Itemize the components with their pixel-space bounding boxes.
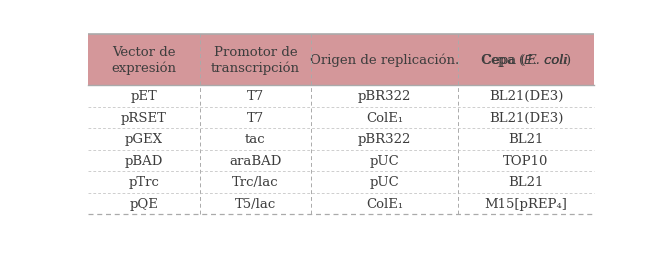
- Bar: [458, 129, 594, 150]
- Text: Cepa (: Cepa (: [482, 54, 526, 67]
- Text: Promotor de
transcripción: Promotor de transcripción: [211, 46, 300, 74]
- Bar: [458, 150, 594, 171]
- Text: Origen de replicación.: Origen de replicación.: [310, 53, 459, 67]
- Text: T7: T7: [246, 111, 264, 124]
- Bar: [200, 150, 311, 171]
- Bar: [458, 107, 594, 129]
- Text: pRSET: pRSET: [121, 111, 167, 124]
- Text: Cepa ($\it{E.\ coli}$): Cepa ($\it{E.\ coli}$): [480, 52, 572, 69]
- Bar: [89, 150, 200, 171]
- Bar: [311, 86, 458, 107]
- Bar: [200, 171, 311, 193]
- Bar: [89, 193, 200, 214]
- Text: pBR322: pBR322: [358, 90, 411, 103]
- Bar: [200, 34, 311, 86]
- Text: tac: tac: [245, 133, 266, 146]
- Bar: [89, 86, 200, 107]
- Text: BL21: BL21: [508, 176, 543, 189]
- Text: pGEX: pGEX: [125, 133, 163, 146]
- Text: ColE₁: ColE₁: [366, 197, 403, 210]
- Bar: [458, 171, 594, 193]
- Bar: [458, 34, 594, 86]
- Bar: [200, 86, 311, 107]
- Bar: [311, 129, 458, 150]
- Text: ColE₁: ColE₁: [366, 111, 403, 124]
- Text: pTrc: pTrc: [129, 176, 159, 189]
- Bar: [311, 171, 458, 193]
- Bar: [200, 193, 311, 214]
- Text: pBAD: pBAD: [125, 154, 163, 167]
- Text: pQE: pQE: [130, 197, 159, 210]
- Text: E. coli: E. coli: [526, 54, 568, 67]
- Text: Trc/lac: Trc/lac: [232, 176, 278, 189]
- Text: pUC: pUC: [370, 154, 399, 167]
- Text: T7: T7: [246, 90, 264, 103]
- Text: araBAD: araBAD: [229, 154, 282, 167]
- Bar: [200, 129, 311, 150]
- Bar: [89, 171, 200, 193]
- Text: pET: pET: [131, 90, 157, 103]
- Text: M15[pREP₄]: M15[pREP₄]: [484, 197, 567, 210]
- Bar: [311, 107, 458, 129]
- Bar: [89, 107, 200, 129]
- Text: BL21(DE3): BL21(DE3): [489, 111, 563, 124]
- Bar: [311, 150, 458, 171]
- Text: BL21(DE3): BL21(DE3): [489, 90, 563, 103]
- Bar: [200, 107, 311, 129]
- Bar: [89, 34, 200, 86]
- Text: Vector de
expresión: Vector de expresión: [111, 46, 176, 74]
- Text: pUC: pUC: [370, 176, 399, 189]
- Bar: [458, 86, 594, 107]
- Bar: [311, 193, 458, 214]
- Bar: [311, 34, 458, 86]
- Bar: [458, 193, 594, 214]
- Text: T5/lac: T5/lac: [234, 197, 276, 210]
- Text: TOP10: TOP10: [503, 154, 549, 167]
- Bar: [89, 129, 200, 150]
- Text: pBR322: pBR322: [358, 133, 411, 146]
- Text: BL21: BL21: [508, 133, 543, 146]
